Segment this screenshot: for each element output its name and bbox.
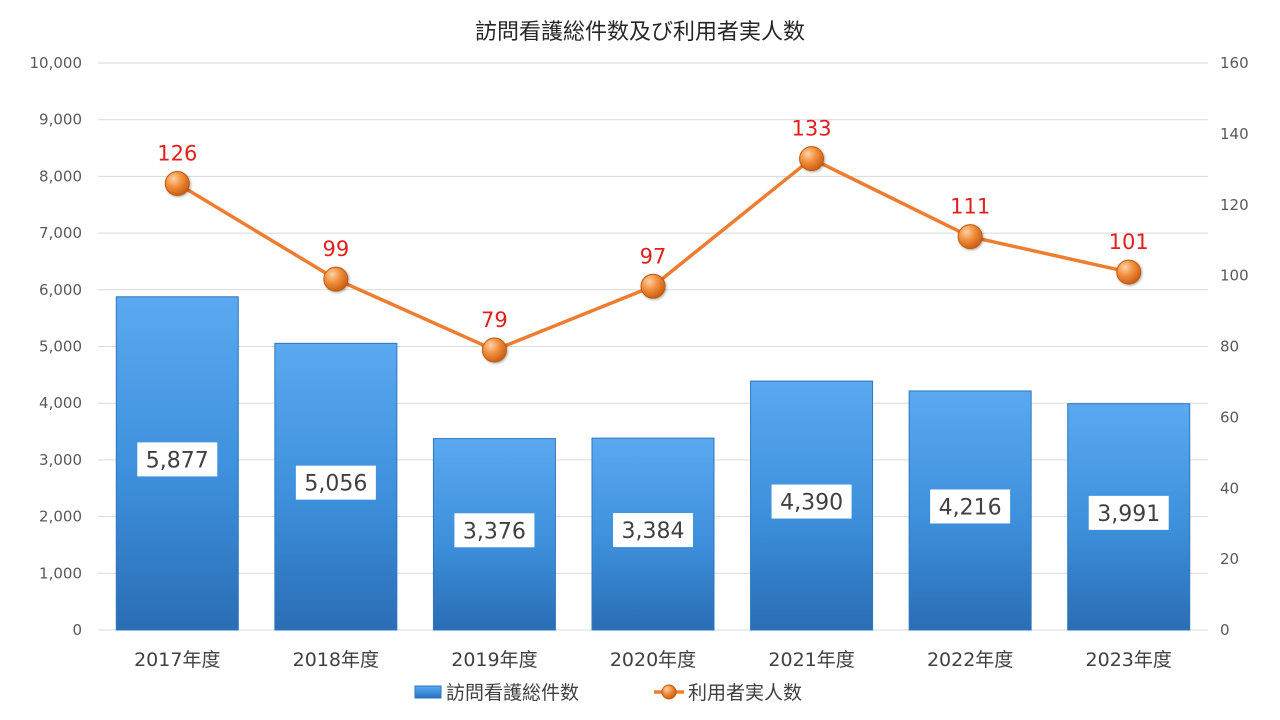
chart-title: 訪問看護総件数及び利用者実人数	[474, 20, 805, 45]
category-axis: 2017年度 2018年度 2019年度 2020年度 2021年度 2022年度 2023…	[134, 649, 1172, 671]
bar-label-box	[295, 465, 376, 500]
line-data-label: 99	[322, 237, 349, 261]
category-label: 2020年度	[610, 649, 696, 671]
right-tick-label: 140	[1220, 125, 1249, 143]
bar-label-text: 5,056	[304, 472, 367, 497]
legend-line-marker	[661, 684, 677, 700]
right-tick-label: 160	[1220, 54, 1249, 72]
left-tick-label: 2,000	[39, 508, 82, 526]
bar-label-box	[930, 489, 1011, 524]
bar-label-box	[137, 442, 218, 477]
bar-data-label: 5,056	[295, 465, 376, 500]
left-tick-label: 10,000	[30, 54, 83, 72]
left-tick-label: 0	[72, 621, 82, 639]
right-tick-label: 20	[1220, 550, 1239, 568]
bar-label-text: 3,384	[622, 519, 685, 544]
bar-label-box	[613, 513, 693, 548]
line-data-label: 111	[950, 195, 990, 219]
bar-label-text: 3,991	[1097, 502, 1160, 527]
line-point	[323, 266, 349, 292]
right-tick-label: 100	[1220, 267, 1249, 285]
legend-bar-swatch	[414, 685, 442, 699]
left-tick-label: 4,000	[39, 394, 82, 412]
bar-label-text: 4,390	[780, 491, 843, 516]
category-label: 2023年度	[1086, 649, 1172, 671]
legend: 訪問看護総件数 利用者実人数	[414, 682, 802, 704]
line-data-labels: 126 99 79 97 133 111 101	[157, 117, 1149, 332]
bar-data-label: 3,384	[613, 513, 693, 548]
line-point	[164, 170, 190, 196]
left-tick-label: 6,000	[39, 281, 82, 299]
bar-data-label: 4,390	[771, 484, 852, 519]
legend-bar-label: 訪問看護総件数	[446, 682, 579, 704]
right-tick-label: 60	[1220, 408, 1239, 426]
bar-label-box	[771, 484, 852, 519]
bar-label-text: 5,877	[146, 448, 209, 473]
left-tick-label: 1,000	[39, 564, 82, 582]
line-data-label: 79	[481, 308, 508, 332]
right-tick-label: 40	[1220, 479, 1239, 497]
right-tick-label: 0	[1220, 621, 1230, 639]
bar-label-text: 4,216	[939, 495, 1002, 520]
left-tick-label: 5,000	[39, 338, 82, 356]
category-label: 2018年度	[293, 649, 379, 671]
line-data-label: 97	[640, 244, 667, 268]
right-axis: 0 20 40 60 80 100 120 140 160	[1220, 54, 1249, 639]
bar-series	[115, 296, 1191, 631]
category-label: 2019年度	[451, 649, 537, 671]
line-data-label: 126	[157, 141, 197, 165]
left-axis: 0 1,000 2,000 3,000 4,000 5,000 6,000 7,000 8,00…	[30, 54, 83, 639]
bar-label-text: 3,376	[463, 519, 526, 544]
left-tick-label: 7,000	[39, 224, 82, 242]
line-data-label: 133	[792, 117, 832, 141]
bar-label-box	[1088, 495, 1169, 530]
right-tick-label: 120	[1220, 196, 1249, 214]
left-tick-label: 8,000	[39, 167, 82, 185]
legend-line-label: 利用者実人数	[688, 682, 802, 704]
category-label: 2022年度	[927, 649, 1013, 671]
line-point	[481, 337, 507, 363]
category-label: 2021年度	[768, 649, 854, 671]
left-tick-label: 3,000	[39, 451, 82, 469]
line-point	[1116, 259, 1142, 285]
line-point	[640, 273, 666, 299]
bar-data-label: 3,376	[454, 513, 535, 548]
right-tick-label: 80	[1220, 338, 1239, 356]
left-tick-label: 9,000	[39, 111, 82, 129]
line-point	[957, 224, 983, 250]
bar-data-label: 5,877	[137, 442, 218, 477]
line-series	[164, 146, 1142, 363]
category-label: 2017年度	[134, 649, 220, 671]
bar-label-box	[454, 513, 535, 548]
line-data-label: 101	[1109, 230, 1149, 254]
bar-data-label: 3,991	[1088, 495, 1169, 530]
bar-data-labels: 5,877 5,056 3,376 3,384 4,390 4,216 3,991	[137, 442, 1169, 548]
line-point	[799, 146, 825, 172]
bar-data-label: 4,216	[930, 489, 1011, 524]
